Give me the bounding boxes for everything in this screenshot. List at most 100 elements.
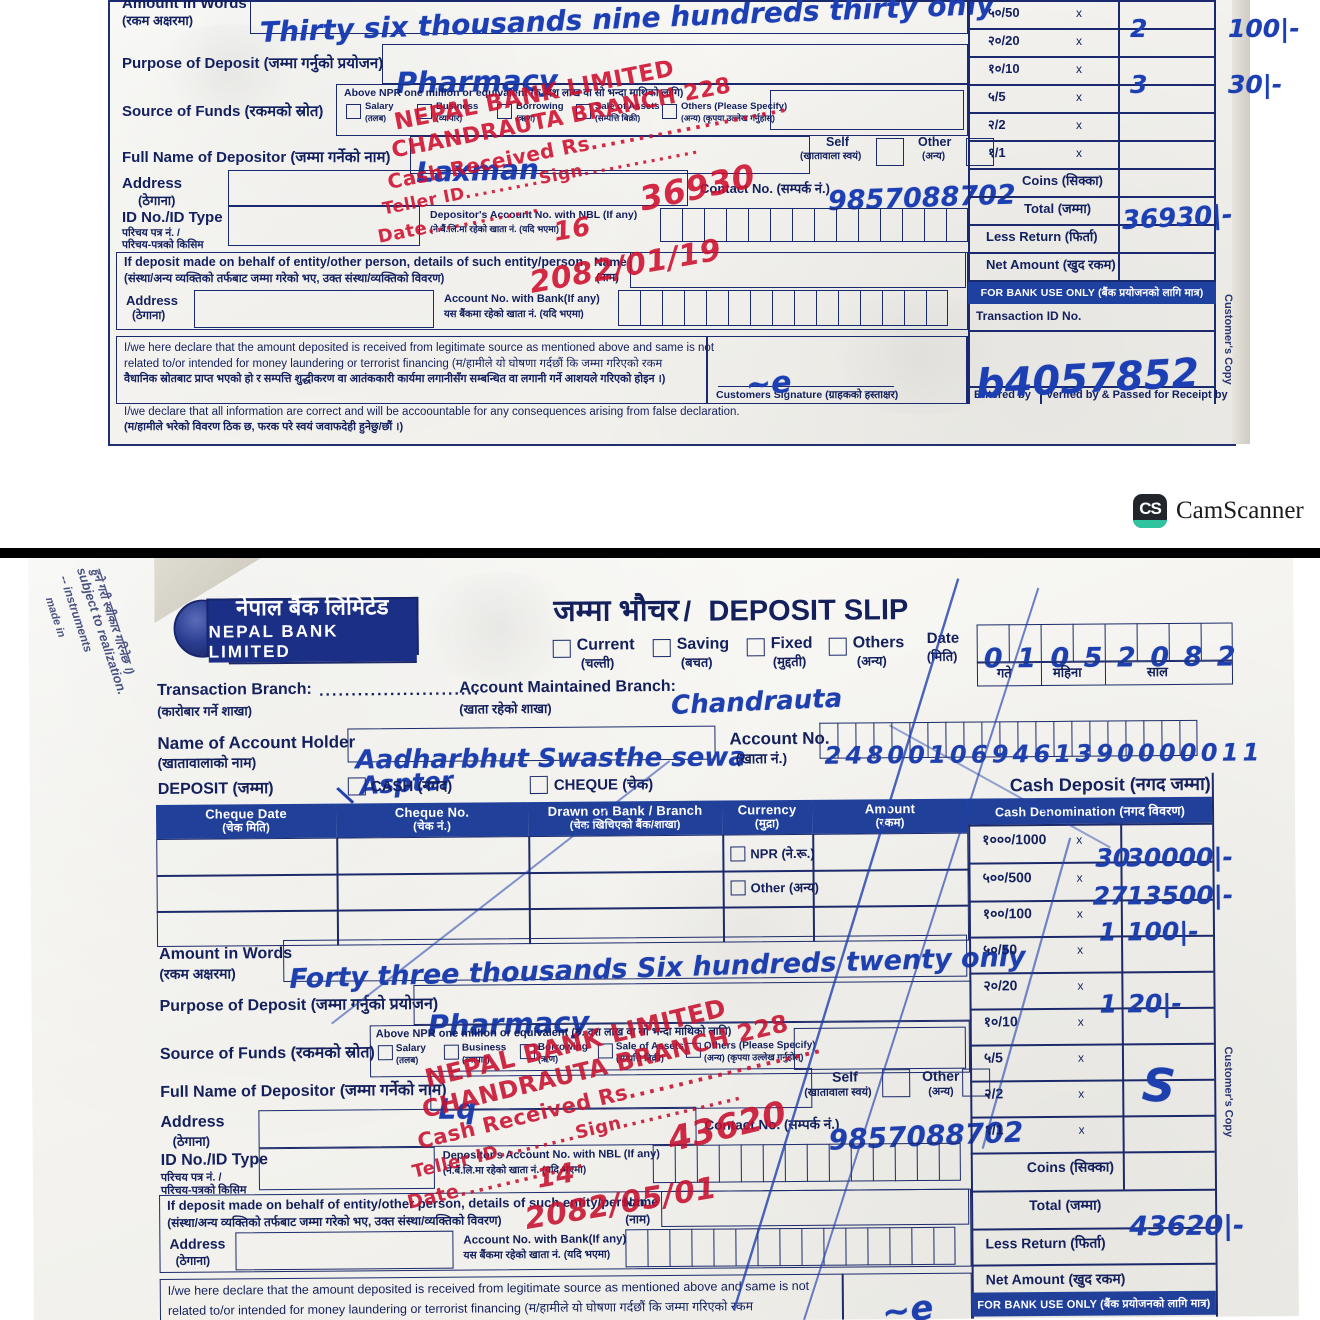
transaction-branch-label: Transaction Branch:	[156, 680, 312, 699]
source-checkbox-business[interactable]	[443, 1044, 459, 1060]
entity-name-field[interactable]	[630, 252, 966, 288]
other-checkbox[interactable]	[966, 138, 994, 166]
source-option-label-np: (ऋण)	[516, 113, 536, 123]
address-label: Address	[122, 175, 183, 192]
entity-address-label: Address	[169, 1235, 226, 1252]
entity-account-label: Account No. with Bank(If any)	[444, 293, 600, 305]
source-option-label: Business	[436, 101, 479, 112]
other-label: Other	[922, 1067, 960, 1084]
source-checkbox-salary[interactable]	[346, 104, 361, 119]
customer-signature-caption: Customers Signature (ग्राहकको हस्ताक्षर)	[716, 389, 899, 401]
depositor-field[interactable]	[410, 136, 810, 174]
deposit-mode-cash-label: CASH (नगद)	[370, 777, 453, 796]
stamp-hand-teller-top: 16	[551, 211, 594, 248]
denomination-x: x	[1076, 90, 1082, 104]
entity-line-np: (संस्था/अन्य व्यक्तिको तर्फबाट जम्मा गरे…	[167, 1213, 502, 1230]
th-en: Currency	[737, 801, 797, 818]
account-type-checkbox-others[interactable]	[828, 637, 847, 656]
account-type-label: Current	[576, 636, 635, 654]
denomination-x: x	[1076, 118, 1082, 132]
denomination-x: x	[1076, 34, 1082, 48]
source-others-field[interactable]	[793, 1026, 967, 1070]
source-checkbox-sale-of-assets[interactable]	[597, 1043, 613, 1059]
entity-account-comb[interactable]	[618, 290, 948, 326]
id-field[interactable]	[228, 206, 420, 246]
denomination-x: x	[1077, 1050, 1085, 1065]
denomination-count: 1	[1098, 917, 1117, 947]
nbl-logo: नेपाल बैंक लिमिटेड NEPAL BANK LIMITED	[206, 594, 419, 663]
id-field[interactable]	[258, 1146, 435, 1191]
entity-name-label-np: (नाम)	[596, 272, 619, 284]
currency-option-npr: NPR (ने.रू.)	[750, 845, 815, 862]
slip-title-np: जम्मा भौचर	[553, 593, 680, 628]
source-checkbox-borrowing[interactable]	[497, 104, 512, 119]
denomination-label: ५/5	[988, 89, 1006, 104]
source-option-label: Salary	[395, 1042, 426, 1055]
entity-address-label-np: (ठेगाना)	[132, 310, 166, 322]
source-checkbox-others[interactable]	[662, 104, 677, 119]
currency-checkbox-npr[interactable]	[730, 846, 746, 862]
source-of-funds-label: Source of Funds (रकमको स्रोत)	[122, 103, 324, 120]
source-checkbox-business[interactable]	[417, 104, 432, 119]
source-checkbox-others[interactable]	[685, 1042, 701, 1058]
denomination-x: x	[1078, 1122, 1085, 1137]
transaction-branch-label-np: (कारोबार गर्ने शाखा)	[157, 703, 253, 719]
maintained-branch-label: Account Maintained Branch:	[458, 677, 677, 697]
denomination-x: x	[1077, 1014, 1084, 1029]
page-separator	[0, 548, 1320, 558]
amount-in-words-field[interactable]	[250, 0, 968, 34]
cheque-table-header-amount: Amount (रकम)	[811, 798, 969, 834]
currency-checkbox-other[interactable]	[730, 880, 746, 896]
account-no-value: 248001069461390000011	[824, 738, 1264, 770]
address-field[interactable]	[228, 170, 688, 206]
cheque-table-body[interactable]	[156, 832, 970, 947]
denomination-label: १०००/1000	[982, 831, 1047, 848]
date-part-label-saal: साल	[1146, 664, 1168, 680]
account-no-label: Account No.	[729, 728, 830, 749]
self-checkbox[interactable]	[882, 1069, 911, 1098]
declaration-line-5: (म/हामीले भरेको विवरण ठिक छ, फरक परे स्व…	[124, 421, 404, 433]
date-part-boxes	[976, 660, 1234, 687]
date-part-label-gate: गते	[996, 665, 1012, 681]
cheque-table-header-date: Cheque Date (चेक मिति)	[155, 803, 337, 840]
maintained-branch-value: Chandrauta	[670, 683, 843, 721]
self-checkbox[interactable]	[876, 138, 904, 166]
address-field[interactable]	[258, 1106, 697, 1149]
source-option-label-np: (सम्पत्ति बिक्री)	[595, 113, 641, 123]
account-type-checkbox-current[interactable]	[552, 639, 571, 658]
source-others-field[interactable]	[770, 90, 964, 130]
less-return-label: Less Return (फिर्ता)	[985, 1234, 1106, 1252]
entity-address-label-np: (ठेगाना)	[175, 1253, 211, 1268]
entity-account-label-np: यस बैंकमा रहेको खाता नं. (यदि भएमा)	[444, 309, 584, 320]
purpose-field[interactable]	[382, 44, 968, 84]
entity-address-field[interactable]	[235, 1230, 454, 1271]
denomination-count: 3	[1130, 70, 1148, 99]
entity-block	[116, 252, 968, 330]
cash-denomination-header: Cash Denomination (नगद विवरण)	[967, 796, 1213, 825]
account-type-checkbox-saving[interactable]	[652, 638, 671, 658]
paper-edge-shadow	[1232, 0, 1250, 444]
deposit-mode-label: DEPOSIT (जम्मा)	[157, 780, 274, 798]
entity-account-label: Account No. with Bank(If any)	[463, 1233, 627, 1247]
source-checkbox-salary[interactable]	[377, 1045, 393, 1061]
entity-address-field[interactable]	[194, 290, 434, 328]
depositor-label: Full Name of Depositor (जम्मा गर्नेको ना…	[122, 149, 391, 166]
source-checkbox-borrowing[interactable]	[519, 1044, 535, 1060]
denomination-label: ५०/50	[983, 941, 1018, 958]
depositor-label: Full Name of Depositor (जम्मा गर्नेको ना…	[160, 1081, 447, 1101]
total-label: Total (जम्मा)	[1029, 1196, 1102, 1214]
deposit-mode-checkbox-cheque[interactable]	[529, 775, 548, 795]
camscanner-label: CamScanner	[1176, 497, 1304, 524]
self-label: Self	[832, 1068, 858, 1085]
depositor-nbl-account-comb[interactable]	[660, 208, 968, 242]
th-np: (चेक खिचिएको बैंक/शाखा)	[569, 819, 681, 832]
margin-note: made in	[42, 595, 68, 640]
source-option-label: Salary	[365, 101, 394, 112]
amount-in-words-label-np: (रकम अक्षरमा)	[159, 965, 236, 982]
account-type-checkbox-fixed[interactable]	[746, 638, 765, 657]
net-amount-label: Net Amount (खुद रकम)	[985, 1270, 1126, 1288]
declaration-line-3: वैधानिक स्रोतबाट प्राप्त भएको हो र सम्पत…	[124, 373, 666, 385]
stamp-hand-teller-bottom: 14	[534, 1157, 578, 1195]
entity-account-comb[interactable]	[625, 1226, 956, 1268]
source-checkbox-sale-of-assets[interactable]	[576, 104, 591, 119]
